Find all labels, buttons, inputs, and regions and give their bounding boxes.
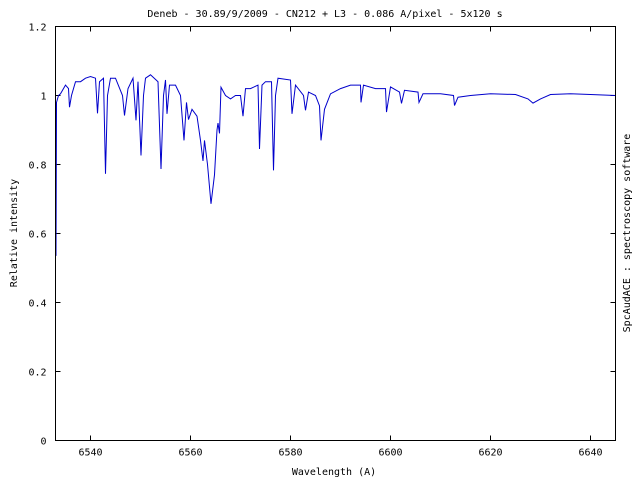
x-tick-label: 6580 [278, 448, 302, 459]
y-tick-label: 1 [40, 92, 46, 103]
y-tick-label: 0.8 [28, 161, 46, 172]
x-tick-label: 6540 [78, 448, 102, 459]
x-tick-label: 6620 [478, 448, 502, 459]
y-tick-label: 0.2 [28, 368, 46, 379]
y-tick-label: 1.2 [28, 23, 46, 34]
y-tick-label: 0 [40, 437, 46, 448]
x-tick-label: 6640 [578, 448, 602, 459]
plot-frame [55, 26, 616, 441]
y-tick-label: 0.4 [28, 299, 46, 310]
chart-title: Deneb - 30.89/9/2009 - CN212 + L3 - 0.08… [147, 9, 502, 20]
y-tick-label: 0.6 [28, 230, 46, 241]
software-label: SpcAudACE : spectroscopy software [622, 134, 633, 333]
spectrum-line [55, 74, 616, 256]
x-axis-label: Wavelength (A) [292, 467, 376, 478]
y-axis-label: Relative intensity [9, 179, 20, 287]
x-tick-label: 6560 [178, 448, 202, 459]
x-tick-label: 6600 [378, 448, 402, 459]
